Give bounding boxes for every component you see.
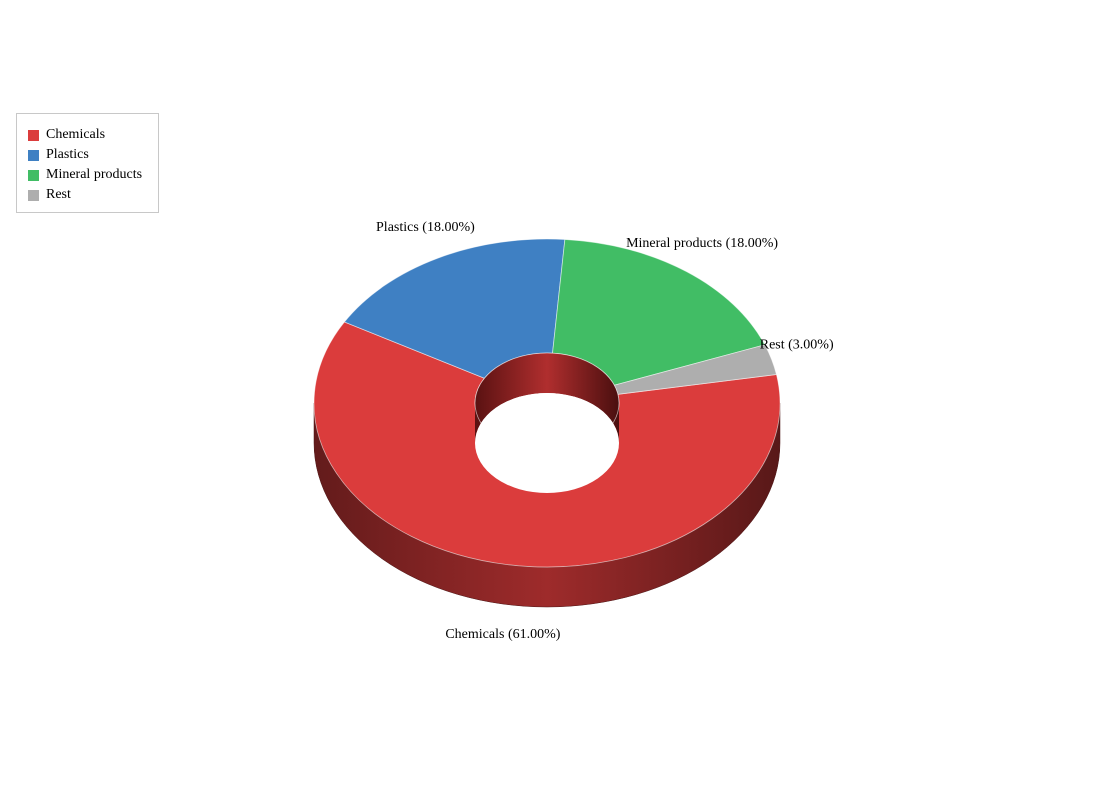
legend-swatch — [28, 149, 39, 161]
inner-hole — [475, 393, 619, 493]
legend-label: Plastics — [46, 147, 89, 162]
chart-legend: Chemicals Plastics Mineral products Rest — [16, 113, 159, 213]
legend-label: Mineral products — [46, 167, 143, 182]
legend-swatch — [28, 129, 39, 141]
inner-hole-wall — [475, 353, 619, 443]
legend-item: Chemicals — [28, 128, 105, 142]
legend-label: Chemicals — [46, 127, 106, 142]
slice-label: Rest (3.00%) — [760, 338, 834, 353]
legend-item: Plastics — [28, 148, 89, 162]
legend-item: Mineral products — [28, 168, 142, 182]
slice-label: Chemicals (61.00%) — [445, 627, 560, 642]
legend-item: Rest — [28, 188, 71, 202]
legend-swatch — [28, 189, 39, 201]
inner-rim — [474, 352, 620, 454]
legend-swatch — [28, 169, 39, 181]
legend-label: Rest — [46, 187, 71, 202]
slice-label: Mineral products (18.00%) — [626, 236, 778, 251]
slice-label: Plastics (18.00%) — [376, 220, 475, 235]
